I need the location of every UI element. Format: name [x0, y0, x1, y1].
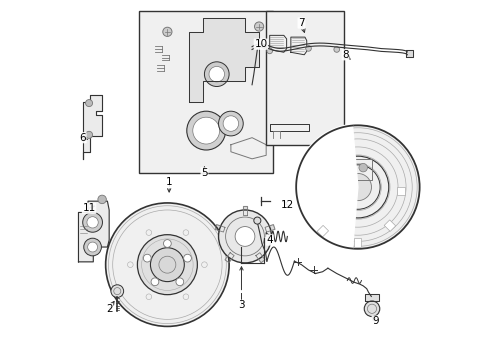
Polygon shape: [225, 253, 234, 263]
Circle shape: [137, 235, 197, 294]
Circle shape: [86, 100, 93, 107]
Bar: [384, 220, 396, 231]
Polygon shape: [256, 253, 265, 263]
Circle shape: [359, 163, 368, 172]
Circle shape: [204, 62, 229, 86]
Circle shape: [163, 27, 172, 36]
Bar: [397, 187, 405, 195]
Polygon shape: [265, 225, 275, 232]
Text: 12: 12: [281, 200, 294, 210]
Circle shape: [254, 22, 264, 31]
Polygon shape: [270, 123, 309, 131]
Wedge shape: [295, 124, 358, 250]
Circle shape: [345, 163, 353, 172]
Polygon shape: [291, 37, 307, 55]
Circle shape: [296, 125, 419, 249]
Circle shape: [219, 210, 271, 263]
Circle shape: [88, 242, 98, 252]
Polygon shape: [231, 138, 266, 159]
Polygon shape: [83, 95, 102, 159]
Circle shape: [187, 111, 225, 150]
Circle shape: [86, 131, 93, 138]
Polygon shape: [406, 50, 413, 57]
Circle shape: [306, 46, 311, 51]
Circle shape: [223, 116, 239, 131]
Circle shape: [98, 195, 106, 204]
Circle shape: [267, 48, 272, 54]
Text: 6: 6: [79, 133, 86, 143]
Text: 8: 8: [342, 50, 349, 60]
Circle shape: [235, 226, 255, 246]
Text: 7: 7: [298, 18, 305, 28]
Circle shape: [176, 278, 184, 286]
Polygon shape: [189, 18, 259, 102]
Polygon shape: [340, 159, 372, 180]
Polygon shape: [243, 206, 247, 215]
Circle shape: [254, 217, 261, 224]
Bar: [266, 11, 344, 145]
Bar: [317, 225, 329, 237]
Text: 2: 2: [106, 304, 113, 314]
Circle shape: [209, 66, 224, 82]
Polygon shape: [215, 225, 225, 232]
Text: 11: 11: [82, 203, 96, 213]
Circle shape: [87, 217, 98, 228]
Text: 4: 4: [267, 235, 273, 245]
Circle shape: [83, 212, 102, 232]
Bar: [139, 11, 273, 173]
Circle shape: [184, 254, 192, 262]
Bar: [354, 238, 362, 247]
Circle shape: [151, 278, 159, 286]
Polygon shape: [270, 35, 287, 52]
Circle shape: [193, 117, 220, 144]
Text: 1: 1: [166, 177, 172, 187]
Circle shape: [150, 248, 184, 282]
Circle shape: [219, 111, 243, 136]
Circle shape: [164, 240, 171, 247]
Polygon shape: [365, 294, 379, 301]
Text: 10: 10: [254, 39, 268, 49]
Circle shape: [111, 285, 123, 297]
Circle shape: [106, 203, 229, 327]
Circle shape: [84, 238, 101, 256]
Text: 3: 3: [238, 300, 245, 310]
Text: 5: 5: [201, 168, 208, 178]
Circle shape: [364, 301, 380, 316]
Circle shape: [344, 174, 371, 201]
Circle shape: [334, 47, 340, 52]
Polygon shape: [78, 201, 109, 262]
Circle shape: [144, 254, 151, 262]
Text: 9: 9: [372, 316, 379, 326]
